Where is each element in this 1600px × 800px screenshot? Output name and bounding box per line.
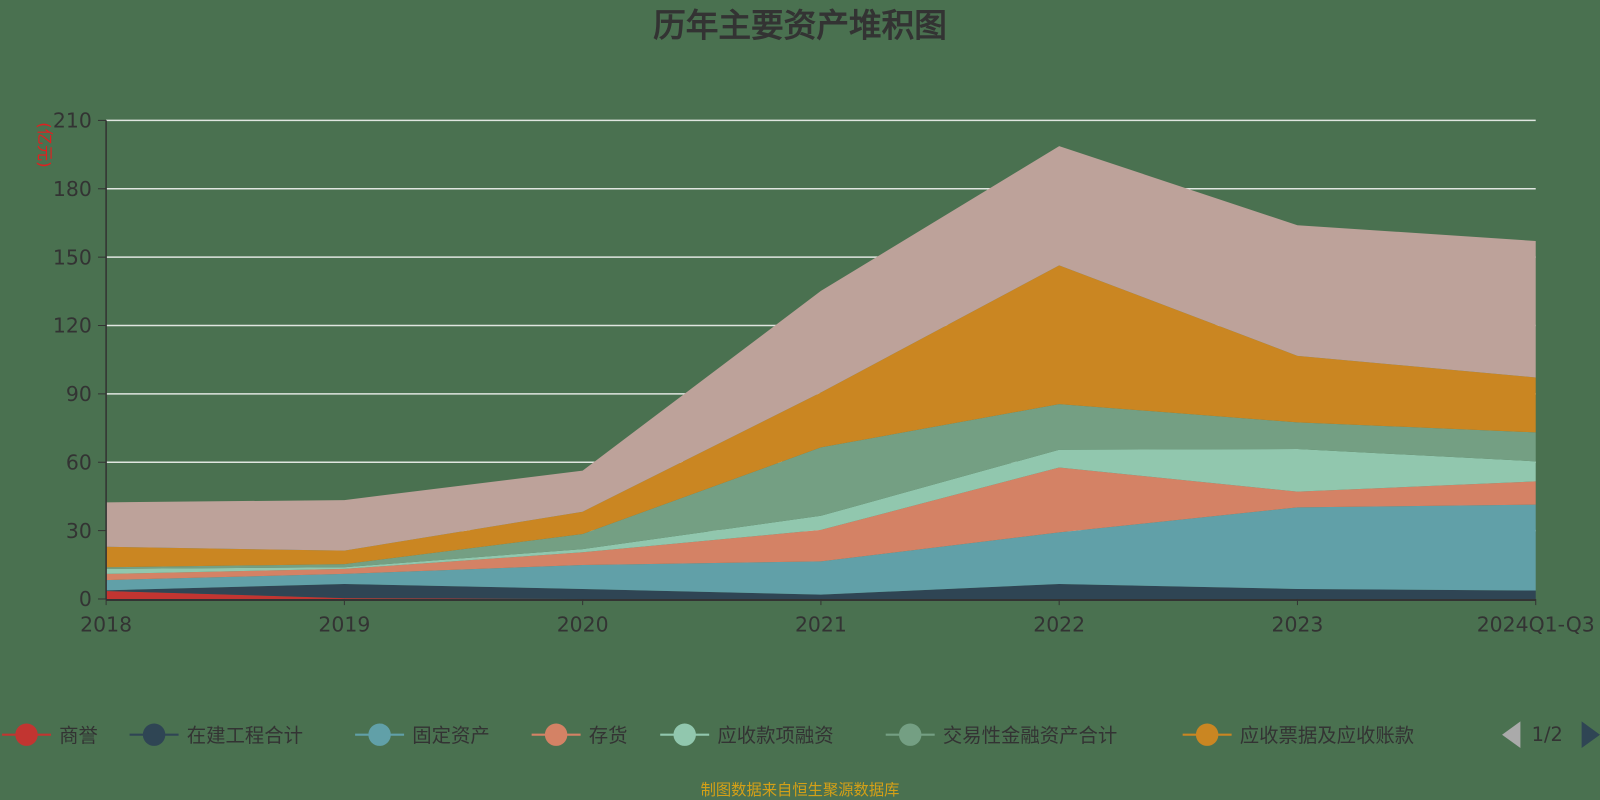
x-tick-label: 2023: [1271, 613, 1323, 637]
legend-marker-icon: [898, 723, 922, 746]
legend-label: 商誉: [59, 724, 98, 747]
area-series-3: [106, 467, 1536, 581]
legend-label: 存货: [589, 724, 628, 747]
legend-page-indicator: 1/2: [1532, 723, 1563, 746]
x-tick-label: 2019: [318, 613, 370, 637]
area-series-4: [106, 449, 1536, 574]
legend-prev-icon[interactable]: [1502, 721, 1521, 748]
legend-marker-icon: [142, 723, 166, 746]
y-axis-unit-label: (亿元): [35, 122, 54, 167]
y-tick-label: 180: [53, 177, 92, 201]
x-tick-label: 2024Q1-Q3: [1477, 613, 1595, 637]
area-series-6: [106, 265, 1536, 568]
legend-next-icon[interactable]: [1581, 721, 1600, 748]
legend-marker-icon: [1195, 723, 1219, 746]
y-tick-label: 0: [79, 587, 92, 611]
legend-pager[interactable]: 1/2: [1502, 721, 1600, 748]
x-tick-label: 2022: [1033, 613, 1085, 637]
x-tick-label: 2018: [80, 613, 132, 637]
legend-item[interactable]: 交易性金融资产合计: [885, 723, 1118, 747]
x-tick-label: 2020: [557, 613, 609, 637]
legend-label: 固定资产: [412, 724, 490, 747]
area-series-7: [106, 146, 1536, 551]
legend-item[interactable]: 应收票据及应收账款: [1182, 723, 1415, 747]
legend-item[interactable]: 在建工程合计: [129, 723, 303, 747]
legend-marker-icon: [673, 723, 696, 746]
chart-title: 历年主要资产堆积图: [653, 7, 947, 45]
legend-label: 应收票据及应收账款: [1240, 724, 1414, 747]
legend-item[interactable]: 应收款项融资: [660, 723, 834, 747]
y-tick-label: 90: [66, 382, 92, 406]
area-series-0: [106, 591, 1536, 599]
legend-label: 交易性金融资产合计: [943, 724, 1117, 747]
area-series-2: [106, 504, 1536, 595]
area-series: [106, 146, 1536, 599]
y-tick-label: 120: [53, 314, 92, 338]
y-tick-label: 30: [66, 519, 92, 543]
legend-marker-icon: [544, 723, 568, 746]
x-tick-label: 2021: [795, 613, 847, 637]
legend-label: 在建工程合计: [187, 724, 303, 747]
legend-item[interactable]: 商誉: [2, 723, 98, 747]
footer-source: 制图数据来自恒生聚源数据库: [701, 781, 900, 799]
legend-item[interactable]: 存货: [531, 723, 628, 747]
legend: 商誉 在建工程合计 固定资产 存货 应收款项融资 交易性金融资产合计 应收票据及应收账款: [2, 723, 1415, 747]
legend-label: 应收款项融资: [717, 724, 833, 747]
y-tick-label: 60: [66, 450, 92, 474]
y-tick-label: 150: [53, 245, 92, 269]
legend-marker-icon: [368, 723, 391, 746]
legend-marker-icon: [15, 723, 38, 746]
area-series-1: [106, 583, 1536, 599]
area-series-5: [106, 404, 1536, 569]
axes: 0 30 60 90 120 150 180 210 2018 2019 2020 2021 2022 2…: [53, 109, 1595, 637]
y-tick-label: 210: [53, 109, 92, 133]
legend-item[interactable]: 固定资产: [355, 723, 490, 747]
